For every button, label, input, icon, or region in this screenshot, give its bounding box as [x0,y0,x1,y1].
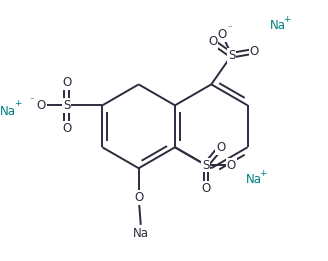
Text: O: O [62,76,72,89]
Text: O: O [227,159,236,171]
Text: O: O [208,35,217,49]
Text: Na: Na [246,173,262,186]
Text: S: S [228,49,236,62]
Text: +: + [259,169,267,178]
Text: Na: Na [133,227,149,240]
Text: ⁻: ⁻ [236,156,241,164]
Text: O: O [62,122,72,135]
Text: ⁻: ⁻ [29,96,34,105]
Text: O: O [201,182,211,195]
Text: O: O [216,141,225,154]
Text: O: O [217,28,227,41]
Text: +: + [283,15,290,24]
Text: O: O [37,99,46,112]
Text: S: S [202,159,210,171]
Text: O: O [134,191,143,204]
Text: ⁻: ⁻ [227,25,232,34]
Text: Na: Na [0,105,16,118]
Text: Na: Na [269,19,285,32]
Text: +: + [14,99,22,108]
Text: O: O [250,45,259,58]
Text: S: S [63,99,71,112]
